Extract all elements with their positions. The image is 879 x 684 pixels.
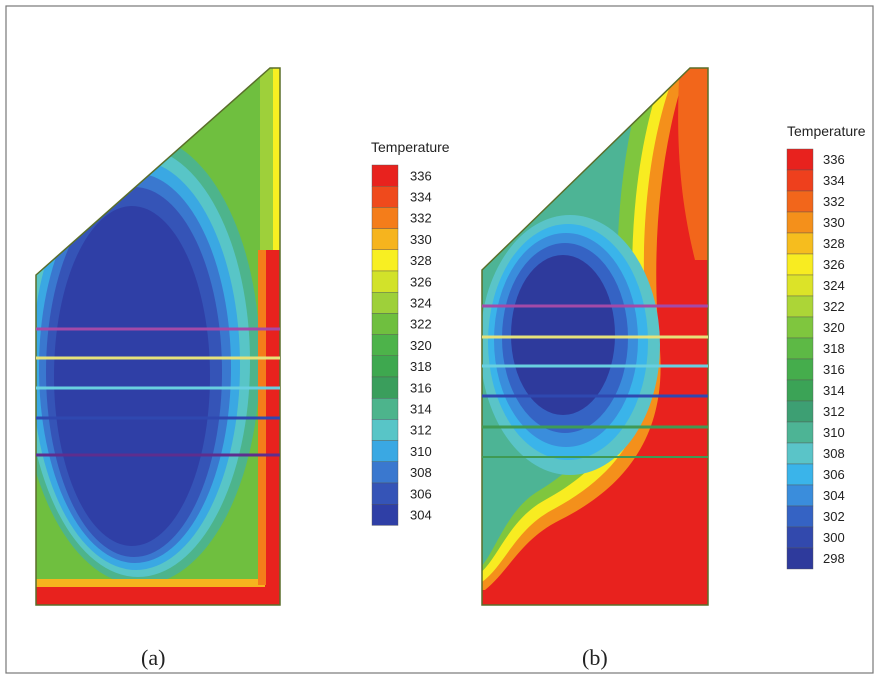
panel-a-caption: (a)	[141, 645, 166, 670]
panel-b-legend-swatch-330	[786, 211, 814, 234]
panel-b-legend-swatch-308	[786, 442, 814, 465]
panel-b-legend-label-336: 336	[823, 152, 845, 167]
panel-b-legend-swatch-312	[786, 400, 814, 423]
panel-b-legend-label-328: 328	[823, 236, 845, 251]
panel-b-legend-swatch-306	[786, 463, 814, 486]
panel-a-legend-label-320: 320	[410, 338, 432, 353]
panel-b-legend-swatch-336	[786, 148, 814, 171]
panel-b-legend-swatch-328	[786, 232, 814, 255]
panel-a-legend-label-324: 324	[410, 295, 432, 310]
panel-a-legend-label-332: 332	[410, 211, 432, 226]
panel-a-legend-swatch-312	[371, 419, 399, 441]
panel-b-legend-label-302: 302	[823, 509, 845, 524]
panel-b-legend-swatch-302	[786, 505, 814, 528]
panel-a-legend-swatch-334	[371, 185, 399, 208]
panel-b-legend-label-326: 326	[823, 257, 845, 272]
panel-a-legend-label-316: 316	[410, 380, 432, 395]
panel-b-legend-swatch-324	[786, 274, 814, 297]
panel-b-legend-label-308: 308	[823, 446, 845, 461]
panel-b-legend-label-314: 314	[823, 383, 845, 398]
panel-a-legend-swatch-308	[371, 461, 399, 484]
panel-a-legend-swatch-336	[371, 164, 399, 187]
panel-a-legend-label-314: 314	[410, 401, 432, 416]
panel-b-legend-label-298: 298	[823, 551, 845, 566]
panel-b-legend-swatch-332	[786, 190, 814, 213]
panel-b-hot-top-right	[678, 68, 708, 260]
panel-a-legend-label-336: 336	[410, 168, 432, 183]
panel-a-legend-label-318: 318	[410, 359, 432, 374]
panel-b-legend-label-306: 306	[823, 467, 845, 482]
panel-b-caption: (b)	[582, 645, 608, 670]
panel-a-legend: 336 334 332 330 328 326 324 322 320 318 316 314 312 3…	[371, 164, 432, 526]
panel-a-legend-label-330: 330	[410, 232, 432, 247]
panel-b-legend-label-300: 300	[823, 530, 845, 545]
panel-b-legend-swatch-326	[786, 253, 814, 276]
panel-a-legend-label-312: 312	[410, 423, 432, 438]
panel-a-legend-swatch-320	[371, 334, 399, 357]
panel-a-legend-label-328: 328	[410, 253, 432, 268]
panel-a-legend-swatch-322	[371, 313, 399, 335]
panel-a-legend-title: Temperature	[371, 139, 450, 155]
panel-a-legend-label-326: 326	[410, 274, 432, 289]
panel-b-legend-swatch-318	[786, 337, 814, 360]
panel-b-legend-label-332: 332	[823, 194, 845, 209]
panel-a-legend-swatch-324	[371, 292, 399, 314]
panel-a-legend-label-310: 310	[410, 444, 432, 459]
panel-a-hot-bottom	[36, 585, 280, 605]
panel-a-outline	[35, 67, 281, 606]
panel-b-legend-label-324: 324	[823, 278, 845, 293]
panel-a-legend-label-334: 334	[410, 189, 432, 204]
panel-a-legend-swatch-314	[371, 398, 399, 420]
panel-b-contour-plot	[481, 67, 709, 606]
panel-a-contour-plot	[35, 67, 281, 606]
panel-b-legend-label-310: 310	[823, 425, 845, 440]
panel-b-contour-298	[511, 255, 615, 415]
panel-a-legend-swatch-310	[371, 440, 399, 463]
panel-b-legend-swatch-298	[786, 547, 814, 570]
panel-b-legend-swatch-304	[786, 484, 814, 507]
panel-a-legend-swatch-304	[371, 504, 399, 526]
panel-a-hot-right	[265, 250, 280, 590]
panel-b-legend-swatch-316	[786, 358, 814, 381]
panel-a-legend-swatch-330	[371, 228, 399, 251]
panel-b-legend-label-312: 312	[823, 404, 845, 419]
panel-a-contour-304	[54, 206, 210, 546]
panel-b-legend-swatch-300	[786, 526, 814, 549]
panel-b-legend-label-318: 318	[823, 341, 845, 356]
figure-border	[5, 5, 874, 674]
panel-b-legend-label-304: 304	[823, 488, 845, 503]
panel-b-legend-label-334: 334	[823, 173, 845, 188]
panel-b-legend-swatch-310	[786, 421, 814, 444]
panel-a-legend-swatch-318	[371, 355, 399, 378]
panel-a-warm-band	[36, 579, 275, 587]
panel-b-legend-swatch-334	[786, 169, 814, 192]
panel-b-legend-swatch-320	[786, 316, 814, 339]
panel-b-legend-swatch-314	[786, 379, 814, 402]
panel-a-legend-swatch-316	[371, 376, 399, 399]
panel-b-legend-label-322: 322	[823, 299, 845, 314]
panel-a-legend-label-306: 306	[410, 486, 432, 501]
panel-a-legend-swatch-326	[371, 270, 399, 293]
panel-a-legend-swatch-306	[371, 482, 399, 505]
panel-b-legend: 336 334 332 330 328 326 324 322 320 318 316 314 312 3…	[786, 148, 845, 570]
panel-b-legend-label-330: 330	[823, 215, 845, 230]
panel-b-legend-title: Temperature	[787, 123, 866, 139]
panel-b-legend-label-320: 320	[823, 320, 845, 335]
panel-b-legend-label-316: 316	[823, 362, 845, 377]
panel-a-legend-swatch-332	[371, 207, 399, 229]
panel-b-legend-swatch-322	[786, 295, 814, 318]
panel-a-legend-swatch-328	[371, 249, 399, 272]
panel-a-legend-label-322: 322	[410, 317, 432, 332]
panel-a-legend-label-304: 304	[410, 507, 432, 522]
panel-a-legend-label-308: 308	[410, 465, 432, 480]
